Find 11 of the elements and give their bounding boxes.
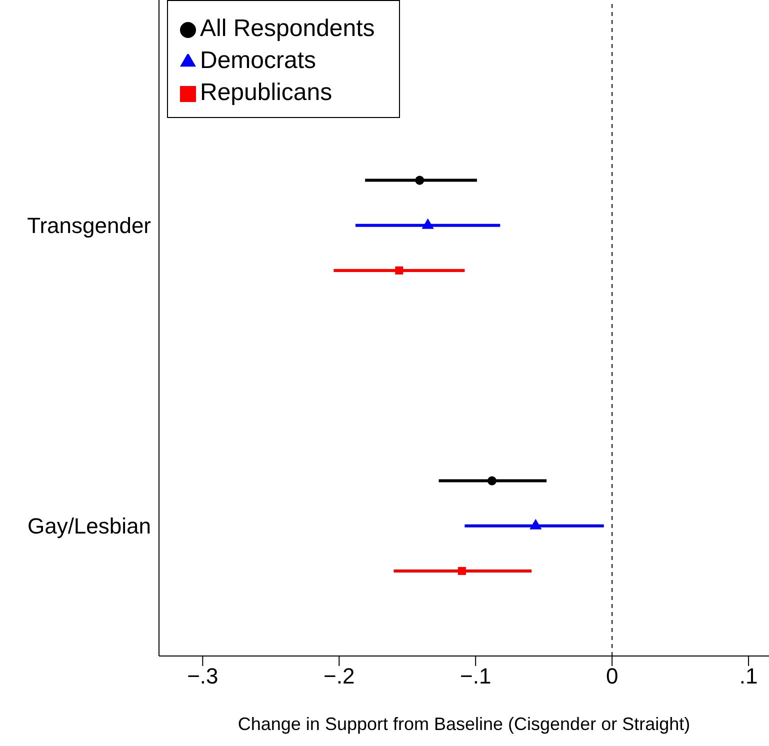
- x-axis-title: Change in Support from Baseline (Cisgender or Straight): [238, 714, 690, 734]
- x-tick-label: −.2: [324, 664, 355, 689]
- x-tick-label: −.1: [460, 664, 492, 689]
- y-tick-label: Gay/Lesbian: [27, 514, 151, 539]
- legend-label: All Respondents: [200, 15, 375, 42]
- x-tick-label: .1: [739, 664, 758, 689]
- legend-label: Democrats: [200, 47, 316, 74]
- legend-label: Republicans: [200, 79, 332, 106]
- x-tick-label: −.3: [187, 664, 218, 689]
- y-tick-label: Transgender: [27, 213, 151, 238]
- x-tick-label: 0: [606, 664, 618, 689]
